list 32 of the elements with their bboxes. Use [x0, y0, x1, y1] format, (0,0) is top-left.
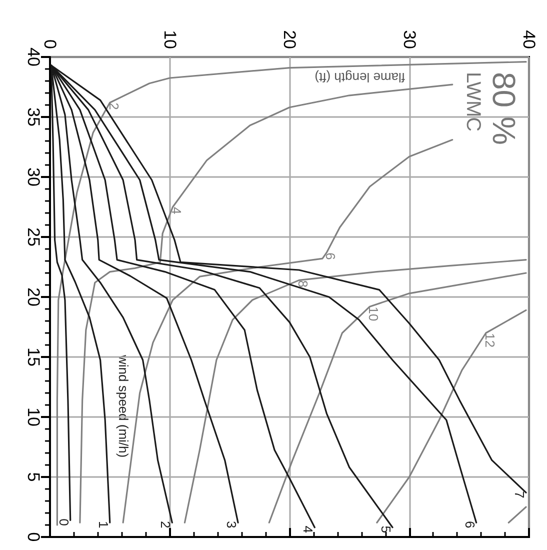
y-tick-label: 25 — [24, 228, 43, 246]
text: 4 — [169, 207, 184, 214]
y-tick-label: 20 — [24, 288, 43, 306]
y-tick-label: 40 — [24, 48, 43, 66]
text: 10 — [366, 306, 382, 322]
text: 6 — [323, 252, 338, 260]
text: 1 — [96, 520, 111, 528]
x-tick-label: 40 — [520, 30, 538, 49]
text: 0 — [56, 518, 72, 526]
x-tick-label: 20 — [280, 30, 299, 49]
x-tick-label: 10 — [160, 30, 180, 49]
y-tick-label: 10 — [24, 408, 43, 426]
text: LWMC — [462, 72, 484, 132]
x-tick-label: 0 — [40, 40, 60, 49]
y-tick-label: 15 — [24, 348, 43, 366]
y-tick-label: 35 — [24, 108, 43, 126]
text: 8 — [296, 280, 311, 288]
text: 2 — [158, 520, 174, 528]
text: 7 — [512, 490, 528, 498]
y-tick-label: 30 — [24, 168, 43, 186]
x-tick-label: 30 — [400, 30, 419, 49]
text: 12 — [482, 333, 498, 348]
text: 4 — [300, 526, 316, 534]
text: 2 — [106, 102, 122, 110]
text: 6 — [462, 520, 478, 528]
text: 80 % — [486, 72, 522, 145]
text: 3 — [224, 520, 240, 528]
y-tick-label: 0 — [24, 532, 43, 542]
annotation: wind speed (mi/h) — [116, 354, 131, 458]
y-tick-label: 5 — [24, 472, 43, 482]
annotation: flame length (ft) — [314, 70, 405, 85]
text: 5 — [378, 526, 394, 534]
